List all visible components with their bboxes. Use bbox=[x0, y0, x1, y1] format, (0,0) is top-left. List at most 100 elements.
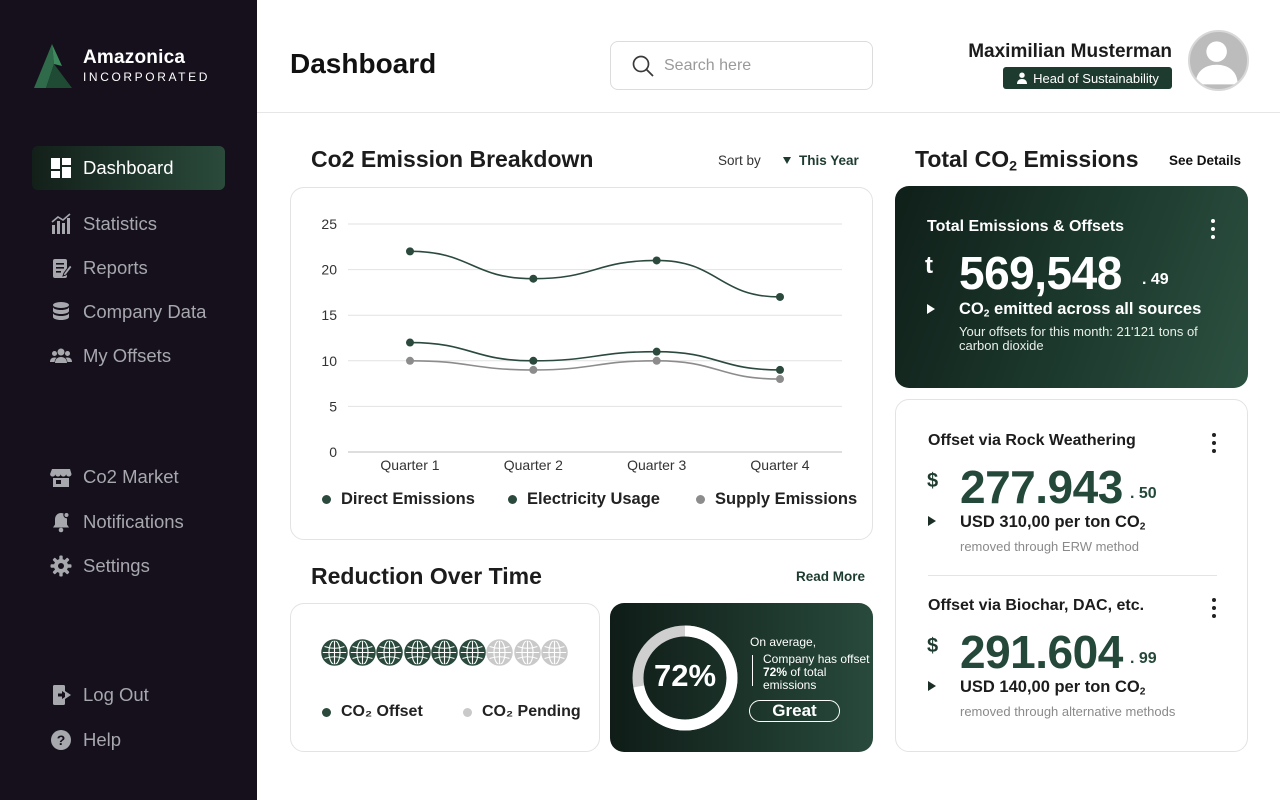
globe-icon bbox=[431, 639, 458, 666]
sidebar-item-label: Co2 Market bbox=[83, 466, 179, 487]
percent-value: 72% bbox=[653, 658, 717, 693]
sidebar-item-label: Statistics bbox=[83, 213, 158, 234]
data-point bbox=[406, 247, 414, 256]
rating-button[interactable]: Great bbox=[749, 700, 840, 722]
legend-item-supply: Supply Emissions bbox=[696, 490, 857, 509]
desc-bold: 72% bbox=[763, 665, 788, 679]
search-box[interactable] bbox=[610, 41, 873, 90]
sidebar-item-reports[interactable]: Reports bbox=[32, 246, 225, 290]
sidebar-item-label: Notifications bbox=[83, 511, 184, 532]
offset-value: 277.943 bbox=[960, 461, 1123, 513]
series-line-0 bbox=[409, 250, 781, 298]
gear-icon bbox=[50, 555, 72, 577]
emission-chart-card: 0 5 10 15 20 25 Quarter 1 Quarter 2 Quarter 3 Qua… bbox=[290, 187, 873, 540]
globe-icon bbox=[458, 639, 486, 666]
offset-percentage-card: 72% On average, Company has offset 72% o… bbox=[610, 603, 873, 752]
sidebar-item-co2-market[interactable]: Co2 Market bbox=[32, 455, 225, 499]
globe-icon bbox=[486, 639, 513, 666]
sort-label: Sort by bbox=[718, 153, 761, 168]
offset-price: USD 310,00 per ton CO2 bbox=[960, 513, 1145, 533]
x-tick-label: Quarter 3 bbox=[627, 457, 686, 473]
title-text: Emissions bbox=[1017, 146, 1139, 172]
reports-icon bbox=[50, 257, 72, 279]
svg-text:?: ? bbox=[57, 732, 66, 748]
offset-value-decimal: . 50 bbox=[1130, 485, 1157, 502]
user-icon bbox=[1017, 72, 1028, 84]
kebab-menu-icon[interactable] bbox=[1211, 433, 1217, 455]
total-emissions-title: Total CO2 Emissions bbox=[915, 146, 1139, 175]
data-point bbox=[776, 375, 784, 384]
brand-subtitle: INCORPORATED bbox=[83, 70, 210, 84]
sort-dropdown[interactable]: This Year bbox=[783, 153, 859, 168]
reduction-title: Reduction Over Time bbox=[311, 563, 542, 589]
offset-price: USD 140,00 per ton CO2 bbox=[960, 678, 1145, 698]
average-text: On average, bbox=[750, 635, 817, 649]
legend-dot bbox=[322, 495, 331, 504]
brand-logo[interactable]: Amazonica INCORPORATED bbox=[32, 44, 210, 88]
sidebar-item-dashboard[interactable]: Dashboard bbox=[32, 146, 225, 190]
data-point bbox=[652, 347, 661, 356]
price-text: USD 310,00 per ton CO bbox=[960, 513, 1140, 531]
desc-text: Company has offset bbox=[763, 652, 870, 666]
price-sub: 2 bbox=[1139, 521, 1146, 533]
y-tick-label: 10 bbox=[321, 353, 337, 369]
summary-text: emitted across all sources bbox=[989, 300, 1202, 318]
sidebar-item-my-offsets[interactable]: My Offsets bbox=[32, 334, 225, 378]
globe-icon bbox=[348, 639, 376, 666]
sidebar-item-settings[interactable]: Settings bbox=[32, 544, 225, 588]
brand-name: Amazonica bbox=[83, 47, 186, 68]
sidebar-item-notifications[interactable]: Notifications bbox=[32, 500, 225, 544]
offset-value: 291.604 bbox=[960, 626, 1123, 678]
currency-label: $ bbox=[927, 635, 939, 657]
emission-summary: CO2 emitted across all sources bbox=[959, 300, 1201, 320]
sidebar-item-statistics[interactable]: Statistics bbox=[32, 202, 225, 246]
legend-item-electricity: Electricity Usage bbox=[508, 490, 660, 509]
search-input[interactable] bbox=[664, 56, 854, 75]
user-name: Maximilian Musterman bbox=[968, 41, 1172, 62]
price-sub: 2 bbox=[1139, 686, 1146, 698]
offset-progress-card: CO₂ Offset CO₂ Pending bbox=[290, 603, 600, 752]
legend-label: Electricity Usage bbox=[527, 490, 660, 508]
sidebar-item-label: Company Data bbox=[83, 301, 207, 322]
play-triangle-icon bbox=[928, 516, 936, 526]
legend-label: CO₂ Offset bbox=[341, 703, 423, 720]
price-text: USD 140,00 per ton CO bbox=[960, 678, 1140, 696]
leaf-logo-icon bbox=[34, 44, 72, 88]
sidebar-item-help[interactable]: ? Help bbox=[32, 718, 225, 762]
legend-dot bbox=[463, 707, 472, 717]
globe-icon bbox=[321, 639, 348, 666]
sidebar-item-label: My Offsets bbox=[83, 345, 172, 366]
x-tick-label: Quarter 4 bbox=[750, 457, 809, 473]
legend-item-pending: CO₂ Pending bbox=[463, 703, 581, 721]
page-title: Dashboard bbox=[290, 48, 437, 79]
sidebar-item-label: Reports bbox=[83, 257, 148, 278]
x-tick-label: Quarter 1 bbox=[380, 457, 439, 473]
kebab-menu-icon[interactable] bbox=[1210, 219, 1216, 241]
data-point bbox=[652, 256, 661, 265]
progress-ring bbox=[632, 625, 738, 731]
offset-note: removed through alternative methods bbox=[960, 704, 1176, 719]
legend-label: Direct Emissions bbox=[341, 490, 475, 508]
search-icon bbox=[632, 55, 654, 77]
see-details-link[interactable]: See Details bbox=[1169, 153, 1242, 168]
breakdown-title: Co2 Emission Breakdown bbox=[311, 146, 594, 172]
data-point bbox=[406, 338, 414, 347]
database-icon bbox=[50, 301, 72, 323]
total-value-decimal: . 49 bbox=[1142, 271, 1169, 288]
avatar[interactable] bbox=[1188, 30, 1249, 91]
offset-title: Offset via Rock Weathering bbox=[928, 432, 1136, 449]
globe-icon bbox=[541, 639, 568, 666]
sidebar-item-label: Dashboard bbox=[83, 157, 174, 178]
data-point bbox=[529, 365, 538, 374]
globe-icon bbox=[513, 639, 541, 666]
legend-dot bbox=[322, 707, 331, 717]
kebab-menu-icon[interactable] bbox=[1211, 598, 1217, 620]
sidebar-item-label: Settings bbox=[83, 555, 150, 576]
sidebar-item-log-out[interactable]: Log Out bbox=[32, 673, 225, 717]
sidebar-item-company-data[interactable]: Company Data bbox=[32, 290, 225, 334]
legend-item-offset: CO₂ Offset bbox=[322, 703, 423, 721]
read-more-link[interactable]: Read More bbox=[796, 569, 866, 584]
desc-text: of total emissions bbox=[763, 665, 827, 692]
offset-divider bbox=[928, 575, 1217, 576]
title-text: Total CO bbox=[915, 146, 1010, 172]
